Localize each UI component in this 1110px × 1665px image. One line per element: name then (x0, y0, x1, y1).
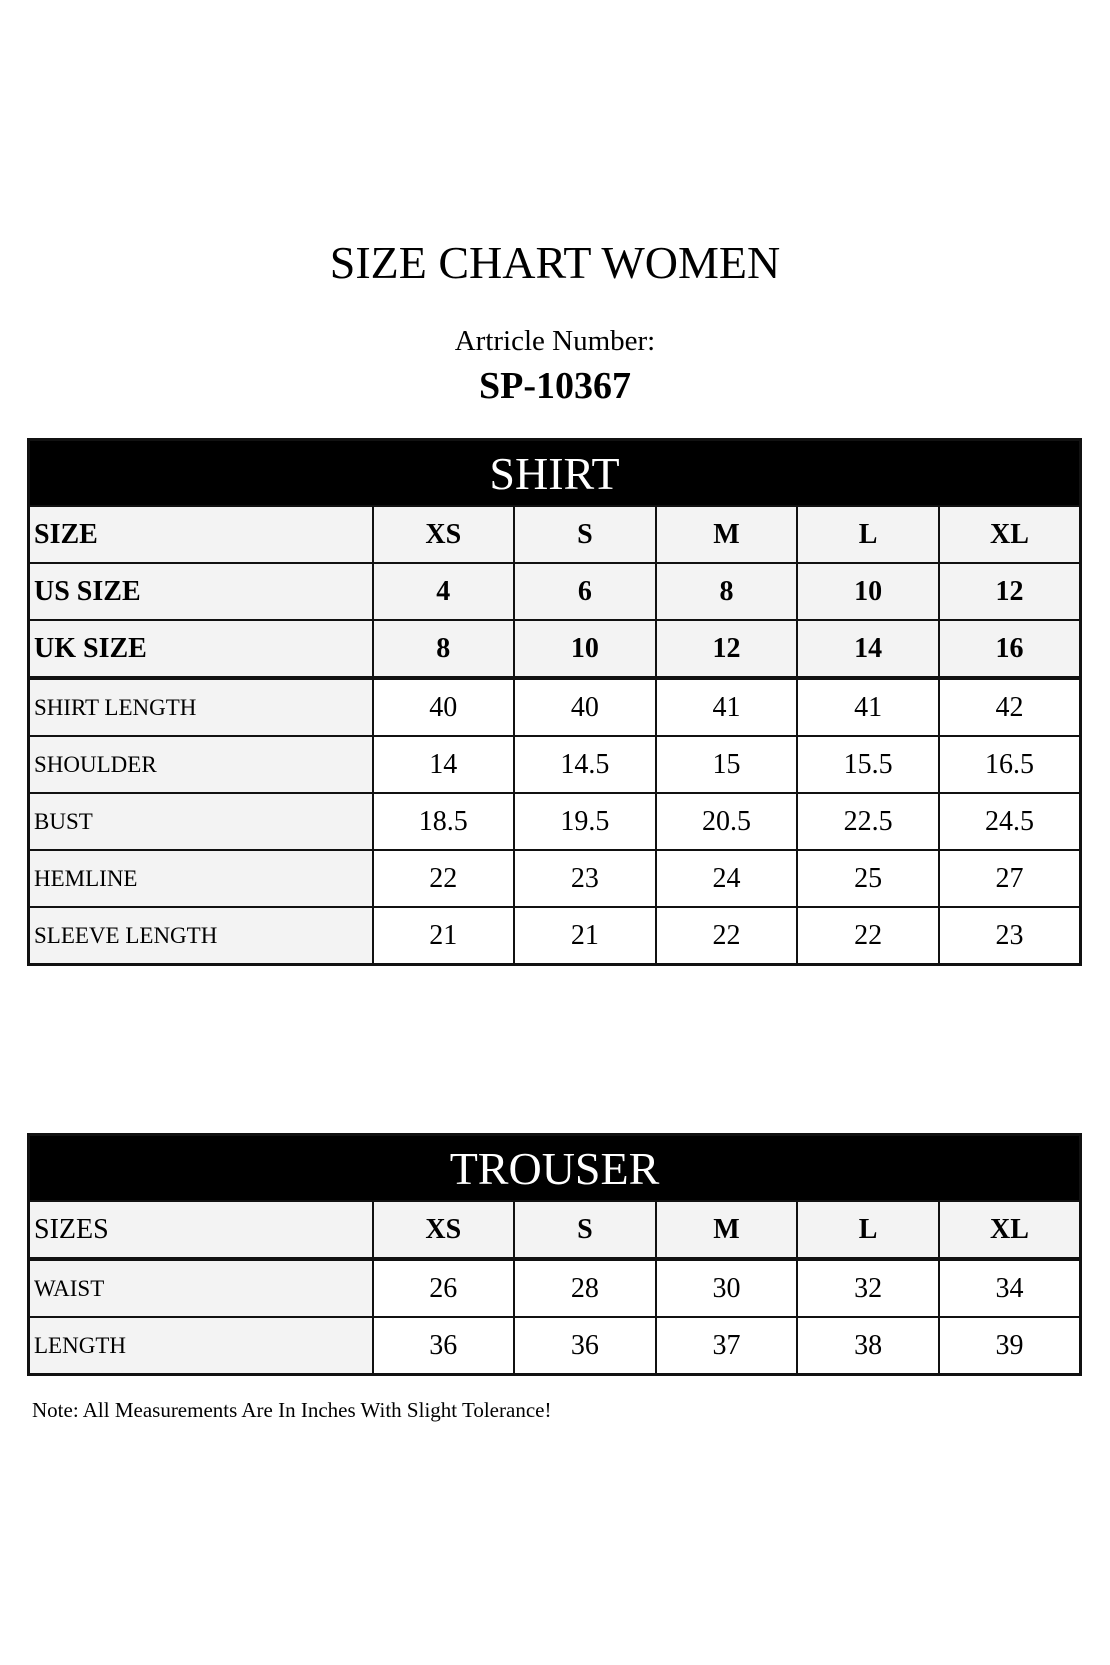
row-label: HEMLINE (27, 849, 374, 908)
table-row: SIZES XS S M L XL (27, 1200, 1082, 1261)
table-cell: 41 (796, 677, 940, 737)
table-cell: 14 (371, 735, 516, 794)
row-label: SHOULDER (27, 735, 374, 794)
measurement-note: Note: All Measurements Are In Inches Wit… (32, 1398, 552, 1422)
table-cell: 25 (796, 849, 940, 908)
table-cell: 14.5 (513, 735, 657, 794)
table-cell: 39 (937, 1316, 1082, 1376)
row-label: SIZE (27, 505, 374, 564)
table-cell: 14 (796, 619, 940, 680)
table-row: HEMLINE 22 23 24 25 27 (27, 849, 1082, 908)
table-cell: 15 (654, 735, 799, 794)
table-cell: 15.5 (796, 735, 940, 794)
table-cell: 22 (371, 849, 516, 908)
table-cell: 12 (937, 562, 1082, 621)
table-cell: L (796, 1200, 940, 1261)
table-cell: 22.5 (796, 792, 940, 851)
row-label: WAIST (27, 1258, 374, 1318)
table-row: SIZE XS S M L XL (27, 505, 1082, 564)
table-cell: 42 (937, 677, 1082, 737)
table-cell: 12 (654, 619, 799, 680)
row-label: UK SIZE (27, 619, 374, 680)
table-cell: 20.5 (654, 792, 799, 851)
table-cell: S (513, 1200, 657, 1261)
table-cell: 23 (937, 906, 1082, 966)
table-cell: 23 (513, 849, 657, 908)
row-label: SLEEVE LENGTH (27, 906, 374, 966)
table-cell: 18.5 (371, 792, 516, 851)
shirt-size-table: SHIRT SIZE XS S M L XL US SIZE 4 6 8 10 12 UK SIZE 8 1… (27, 438, 1082, 966)
table-cell: 26 (371, 1258, 516, 1318)
table-cell: 38 (796, 1316, 940, 1376)
table-row: SHIRT LENGTH 40 40 41 41 42 (27, 677, 1082, 737)
trouser-table-heading: TROUSER (28, 1134, 1081, 1201)
table-cell: 28 (513, 1258, 657, 1318)
table-row: US SIZE 4 6 8 10 12 (27, 562, 1082, 621)
table-cell: 36 (371, 1316, 516, 1376)
table-cell: 4 (371, 562, 516, 621)
table-cell: 16.5 (937, 735, 1082, 794)
table-cell: 41 (654, 677, 799, 737)
table-cell: S (513, 505, 657, 564)
table-cell: 22 (654, 906, 799, 966)
table-cell: M (654, 1200, 799, 1261)
table-cell: XS (371, 1200, 516, 1261)
table-cell: 24 (654, 849, 799, 908)
table-cell: 16 (937, 619, 1082, 680)
article-number: SP-10367 (479, 365, 631, 407)
table-row: BUST 18.5 19.5 20.5 22.5 24.5 (27, 792, 1082, 851)
article-number-label: Artricle Number: (454, 325, 656, 357)
row-label: SHIRT LENGTH (27, 677, 374, 737)
table-cell: 10 (796, 562, 940, 621)
row-label: SIZES (27, 1200, 374, 1261)
trouser-size-table: TROUSER SIZES XS S M L XL WAIST 26 28 30 32 34 LENGT… (27, 1133, 1082, 1376)
table-row: UK SIZE 8 10 12 14 16 (27, 619, 1082, 680)
table-cell: 37 (654, 1316, 799, 1376)
table-cell: 27 (937, 849, 1082, 908)
table-cell: 19.5 (513, 792, 657, 851)
table-cell: 6 (513, 562, 657, 621)
row-label: LENGTH (27, 1316, 374, 1376)
table-cell: L (796, 505, 940, 564)
table-cell: XL (937, 505, 1082, 564)
table-cell: 34 (937, 1258, 1082, 1318)
table-cell: 36 (513, 1316, 657, 1376)
table-cell: 32 (796, 1258, 940, 1318)
table-row: SHOULDER 14 14.5 15 15.5 16.5 (27, 735, 1082, 794)
table-cell: 40 (513, 677, 657, 737)
table-row: SLEEVE LENGTH 21 21 22 22 23 (27, 906, 1082, 966)
table-cell: 40 (371, 677, 516, 737)
table-cell: 21 (513, 906, 657, 966)
table-cell: XS (371, 505, 516, 564)
table-row: LENGTH 36 36 37 38 39 (27, 1316, 1082, 1376)
table-row: WAIST 26 28 30 32 34 (27, 1258, 1082, 1318)
table-cell: 8 (371, 619, 516, 680)
table-cell: 22 (796, 906, 940, 966)
row-label: US SIZE (27, 562, 374, 621)
table-cell: 24.5 (937, 792, 1082, 851)
table-cell: 21 (371, 906, 516, 966)
table-cell: XL (937, 1200, 1082, 1261)
page-title: SIZE CHART WOMEN (329, 237, 781, 288)
table-cell: 30 (654, 1258, 799, 1318)
shirt-table-heading: SHIRT (28, 439, 1081, 506)
table-cell: 10 (513, 619, 657, 680)
table-cell: M (654, 505, 799, 564)
table-cell: 8 (654, 562, 799, 621)
row-label: BUST (27, 792, 374, 851)
